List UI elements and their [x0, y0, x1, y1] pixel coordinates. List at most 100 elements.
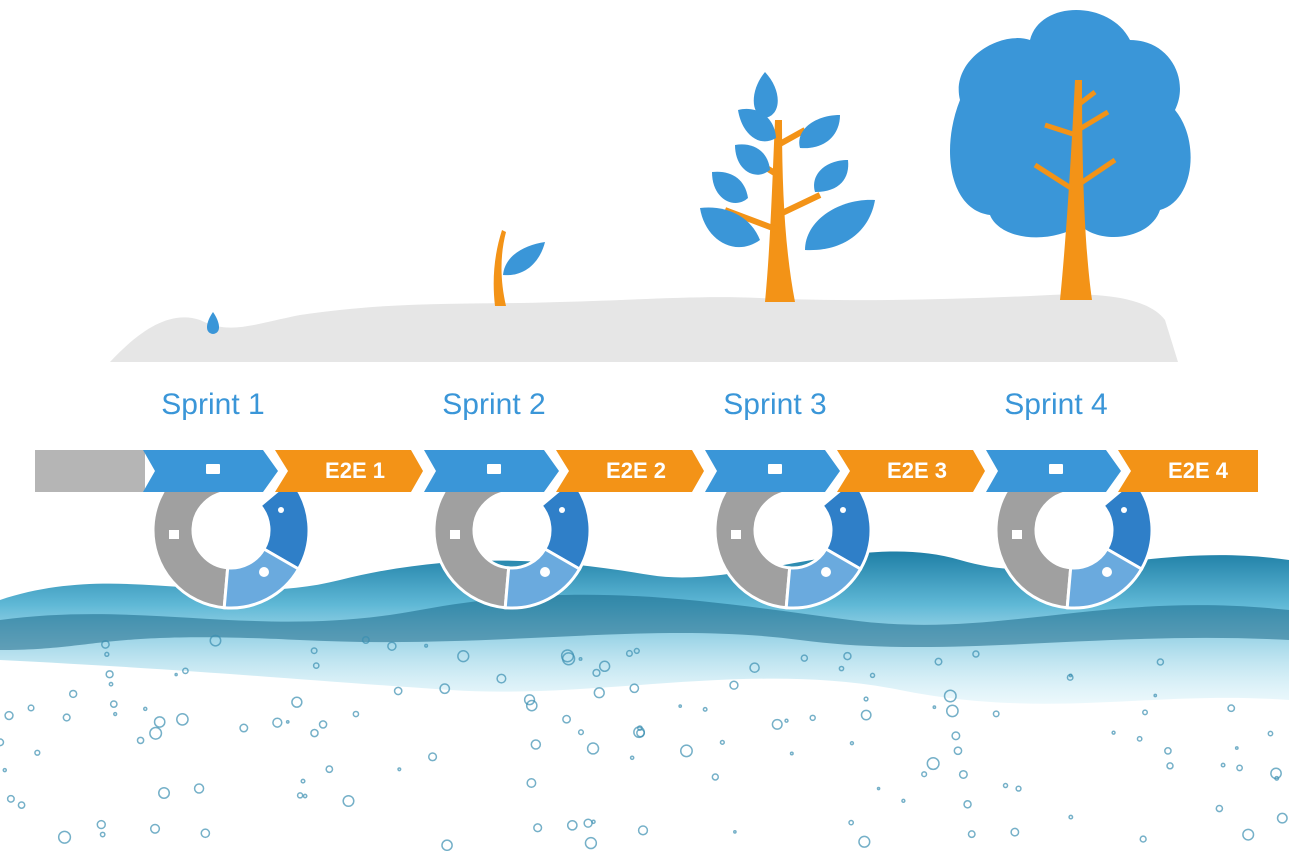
bubble [302, 793, 308, 799]
bubble [272, 717, 283, 728]
bubbles [0, 634, 1288, 851]
bubble [285, 720, 290, 724]
bubble [625, 649, 633, 657]
bubble [921, 771, 928, 778]
bubble [967, 830, 976, 839]
bubble [101, 639, 110, 649]
bubble [424, 643, 429, 648]
bubble [901, 798, 906, 803]
bubble [789, 751, 794, 756]
bubble [176, 712, 189, 726]
bubble [566, 819, 578, 831]
bubble [34, 749, 41, 756]
bubble [1220, 762, 1226, 768]
bubble [6, 794, 15, 803]
plants [206, 10, 1191, 334]
icon [169, 530, 179, 539]
bubble [17, 801, 26, 809]
bubble [62, 713, 71, 722]
bubble [869, 672, 876, 679]
bubble [300, 778, 306, 784]
bubble [149, 823, 161, 834]
bubble [2, 767, 8, 773]
bubble [729, 680, 739, 690]
bubble [945, 704, 959, 718]
bubble [1010, 827, 1020, 837]
bubble [1153, 693, 1158, 698]
e2e-label: E2E 2 [606, 458, 666, 483]
bubble [680, 744, 693, 758]
bubble [1215, 804, 1224, 813]
bubble [1164, 747, 1172, 755]
bubble [27, 704, 35, 712]
bubble [876, 786, 881, 791]
sprint-group: E2E 2 Sprint 2 [424, 388, 704, 610]
icon [731, 530, 741, 539]
bubble [441, 839, 453, 851]
bubble [1274, 775, 1280, 781]
bubble [1234, 746, 1239, 750]
bubble [0, 738, 5, 747]
bubble [963, 800, 972, 809]
e2e-label: E2E 4 [1168, 458, 1229, 483]
bubble [96, 819, 106, 830]
bubble [636, 728, 646, 738]
bubble [200, 828, 211, 839]
bubble [108, 681, 114, 687]
bubble [387, 641, 397, 651]
sprint-group: E2E 4 Sprint 4 [986, 388, 1258, 610]
bubble [629, 683, 640, 694]
bubble [1142, 709, 1149, 716]
bubble [932, 705, 937, 710]
bubble [209, 634, 222, 647]
icon [768, 464, 782, 474]
bubble [296, 792, 304, 799]
bubble [397, 767, 402, 772]
icon [840, 507, 846, 513]
sprint-label: Sprint 1 [161, 388, 264, 421]
bubble [427, 752, 438, 762]
bubble [678, 704, 683, 708]
icon [1049, 464, 1063, 474]
bubble [104, 651, 110, 658]
cycle-test [222, 546, 301, 610]
bubble [149, 726, 163, 740]
icon [278, 507, 284, 513]
bubble [838, 665, 845, 672]
bubble [153, 716, 166, 728]
bubble [926, 756, 940, 771]
e2e-arrow [275, 450, 423, 492]
bubble [239, 723, 249, 733]
sprint-label: Sprint 2 [442, 388, 545, 421]
bubble [526, 778, 537, 788]
timeline-start [35, 450, 145, 492]
bubble [934, 657, 943, 666]
bubble [1270, 767, 1282, 780]
e2e-arrow [1118, 450, 1258, 492]
bubble [958, 769, 968, 779]
cycle-test [784, 546, 863, 610]
icon [1121, 507, 1127, 513]
icon [540, 567, 550, 577]
water [0, 551, 1289, 704]
bubble [1156, 658, 1165, 666]
bubble [99, 831, 106, 838]
bubble [1066, 673, 1074, 681]
icon [450, 530, 460, 539]
bubble [637, 725, 643, 731]
bubble [439, 683, 451, 695]
bubble [1139, 835, 1147, 843]
bubble [325, 765, 334, 774]
bubble [1276, 812, 1288, 824]
bubble [702, 706, 708, 712]
bubble [393, 686, 403, 696]
sprint-group: E2E 1 Sprint 1 [143, 388, 423, 610]
bubble [992, 710, 1000, 718]
bubble [1015, 785, 1022, 792]
bubble [1236, 764, 1243, 772]
bubble [598, 660, 611, 672]
bubble [457, 650, 470, 663]
bubble [953, 746, 963, 756]
bubble [951, 731, 961, 741]
bubble [57, 830, 72, 844]
